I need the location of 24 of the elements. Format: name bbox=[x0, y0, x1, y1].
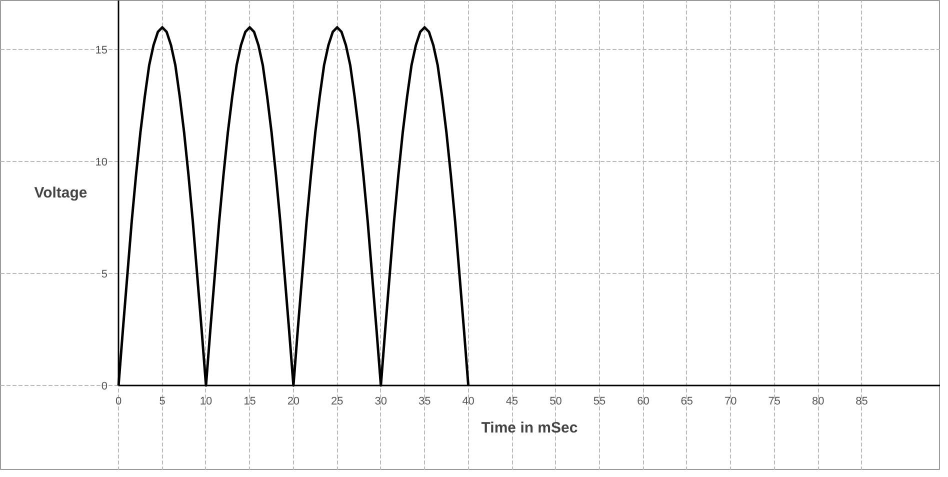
x-tick-label: 25 bbox=[331, 395, 344, 408]
x-tick-label: 30 bbox=[374, 395, 388, 408]
y-tick-label: 5 bbox=[101, 268, 108, 281]
x-tick-label: 20 bbox=[287, 395, 300, 408]
x-tick-label: 65 bbox=[680, 395, 694, 408]
x-tick-label: 60 bbox=[637, 395, 650, 408]
x-tick-label: 50 bbox=[550, 395, 562, 408]
y-tick-label: 15 bbox=[95, 44, 108, 57]
x-tick-label: 80 bbox=[812, 395, 824, 408]
x-axis-title: Time in mSec bbox=[481, 420, 578, 436]
x-tick-label: 45 bbox=[506, 395, 518, 408]
y-axis-title: Voltage bbox=[34, 184, 88, 202]
x-tick-label: 75 bbox=[768, 395, 780, 408]
x-tick-label: 10 bbox=[200, 395, 212, 408]
x-tick-label: 70 bbox=[724, 395, 737, 408]
x-tick-label: 85 bbox=[856, 395, 868, 408]
x-tick-label: 5 bbox=[159, 395, 166, 408]
x-tick-label: 35 bbox=[418, 395, 431, 408]
x-tick-label: 40 bbox=[462, 395, 474, 408]
y-tick-label: 10 bbox=[95, 156, 108, 169]
x-tick-label: 15 bbox=[244, 395, 256, 408]
y-tick-label: 0 bbox=[101, 380, 108, 392]
x-tick-label: 0 bbox=[115, 395, 122, 408]
x-tick-label: 55 bbox=[593, 395, 606, 408]
